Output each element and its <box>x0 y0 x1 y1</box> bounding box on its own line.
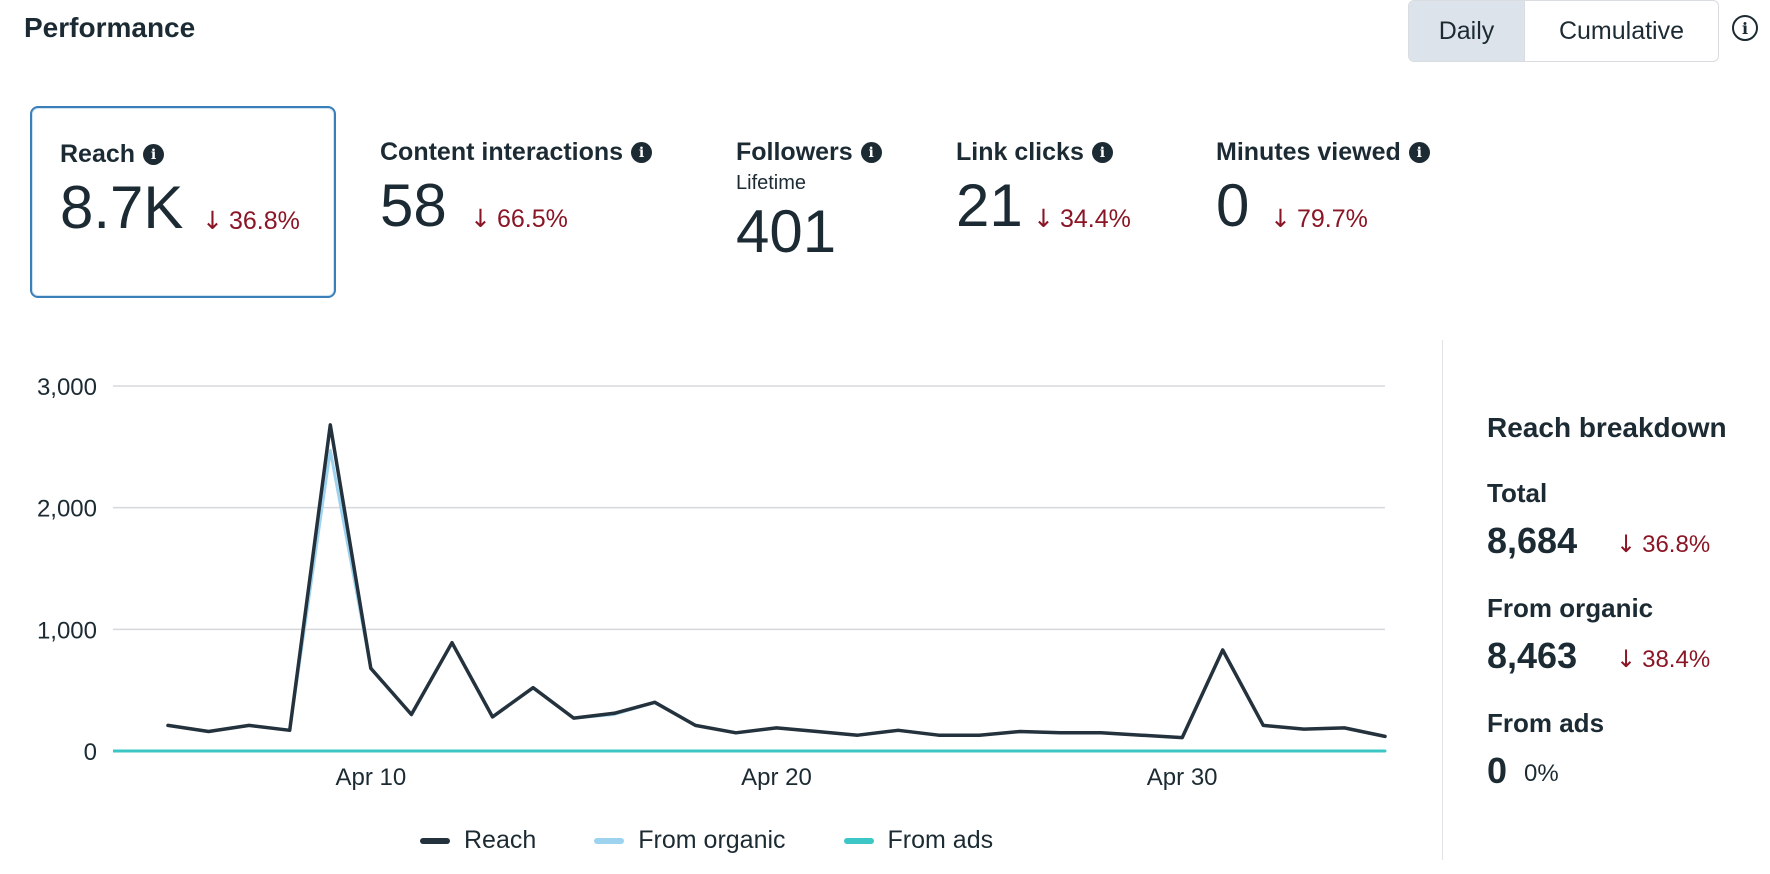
y-tick-label: 0 <box>84 739 97 766</box>
reach-line-chart: 0 1,000 2,000 3,000 Apr 10 Apr 20 Apr 30 <box>37 374 1387 791</box>
legend-label: From organic <box>638 826 786 854</box>
daily-toggle-button[interactable]: Daily <box>1409 1 1524 61</box>
breakdown-change-total: ↓ 36.8% <box>1616 530 1711 558</box>
breakdown-change-organic: ↓ 38.4% <box>1616 645 1711 673</box>
info-icon[interactable]: i <box>1091 142 1113 163</box>
metric-sublabel: Lifetime <box>736 172 807 194</box>
metric-value: 0 <box>1216 172 1250 239</box>
metric-change: ↓ 79.7% <box>1270 204 1368 233</box>
metric-card-minutes-viewed[interactable]: Minutes viewed i 0 ↓ 79.7% <box>1188 106 1448 298</box>
metric-card-followers[interactable]: Followers i Lifetime 401 <box>708 106 908 298</box>
info-circle-icon[interactable]: i <box>1732 15 1758 41</box>
metric-value: 21 <box>956 172 1023 239</box>
breakdown-title: Reach breakdown <box>1487 412 1727 443</box>
metric-label: Followers i <box>736 138 882 167</box>
arrow-down-icon: ↓ <box>1616 645 1637 673</box>
x-tick-label: Apr 10 <box>335 764 406 791</box>
x-tick-label: Apr 30 <box>1147 764 1218 791</box>
legend-item-from-organic[interactable]: From organic <box>594 826 786 855</box>
metric-label: Link clicks i <box>956 138 1113 167</box>
info-icon[interactable]: i <box>1408 142 1430 163</box>
breakdown-value-ads: 0 <box>1487 750 1508 791</box>
breakdown-label-total: Total <box>1487 478 1548 508</box>
info-icon[interactable]: i <box>143 144 165 165</box>
arrow-down-icon: ↓ <box>1270 204 1291 233</box>
arrow-down-icon: ↓ <box>1616 530 1637 558</box>
legend-label: From ads <box>887 826 994 854</box>
y-tick-label: 1,000 <box>37 617 97 644</box>
arrow-down-icon: ↓ <box>202 206 223 235</box>
y-tick-label: 2,000 <box>37 496 97 523</box>
breakdown-label-ads: From ads <box>1487 708 1605 738</box>
view-toggle: Daily Cumulative <box>1408 0 1719 62</box>
breakdown-label-organic: From organic <box>1487 593 1654 623</box>
metric-value: 8.7K <box>60 174 184 241</box>
chart-legend: Reach From organic From ads <box>420 826 1051 855</box>
breakdown-change-ads: 0% <box>1524 760 1559 787</box>
metric-value: 401 <box>736 198 837 265</box>
legend-item-from-ads[interactable]: From ads <box>843 826 994 855</box>
legend-swatch <box>843 837 874 844</box>
cumulative-toggle-button[interactable]: Cumulative <box>1524 1 1718 61</box>
metric-label: Reach i <box>60 140 165 169</box>
metric-change: ↓ 36.8% <box>202 206 300 235</box>
legend-item-reach[interactable]: Reach <box>420 826 536 855</box>
metric-card-link-clicks[interactable]: Link clicks i 21 ↓ 34.4% <box>928 106 1138 298</box>
metric-label: Content interactions i <box>380 138 653 167</box>
legend-swatch <box>594 837 625 844</box>
arrow-down-icon: ↓ <box>1033 204 1054 233</box>
x-tick-label: Apr 20 <box>741 764 812 791</box>
metric-value: 58 <box>380 172 447 239</box>
info-icon[interactable]: i <box>860 142 882 163</box>
series-line-reach <box>166 423 1387 740</box>
arrow-down-icon: ↓ <box>470 204 491 233</box>
page-title: Performance <box>24 12 196 43</box>
legend-swatch <box>420 837 450 844</box>
breakdown-value-organic: 8,463 <box>1487 635 1578 676</box>
metric-card-content-interactions[interactable]: Content interactions i 58 ↓ 66.5% <box>352 106 692 298</box>
metric-change: ↓ 34.4% <box>1033 204 1131 233</box>
metric-label: Minutes viewed i <box>1216 138 1430 167</box>
panel-divider <box>1442 340 1443 860</box>
metric-change: ↓ 66.5% <box>470 204 568 233</box>
y-tick-label: 3,000 <box>37 374 97 401</box>
info-icon[interactable]: i <box>631 142 653 163</box>
breakdown-value-total: 8,684 <box>1487 520 1578 561</box>
legend-label: Reach <box>464 826 537 854</box>
metric-card-reach[interactable]: Reach i 8.7K ↓ 36.8% <box>30 106 336 298</box>
